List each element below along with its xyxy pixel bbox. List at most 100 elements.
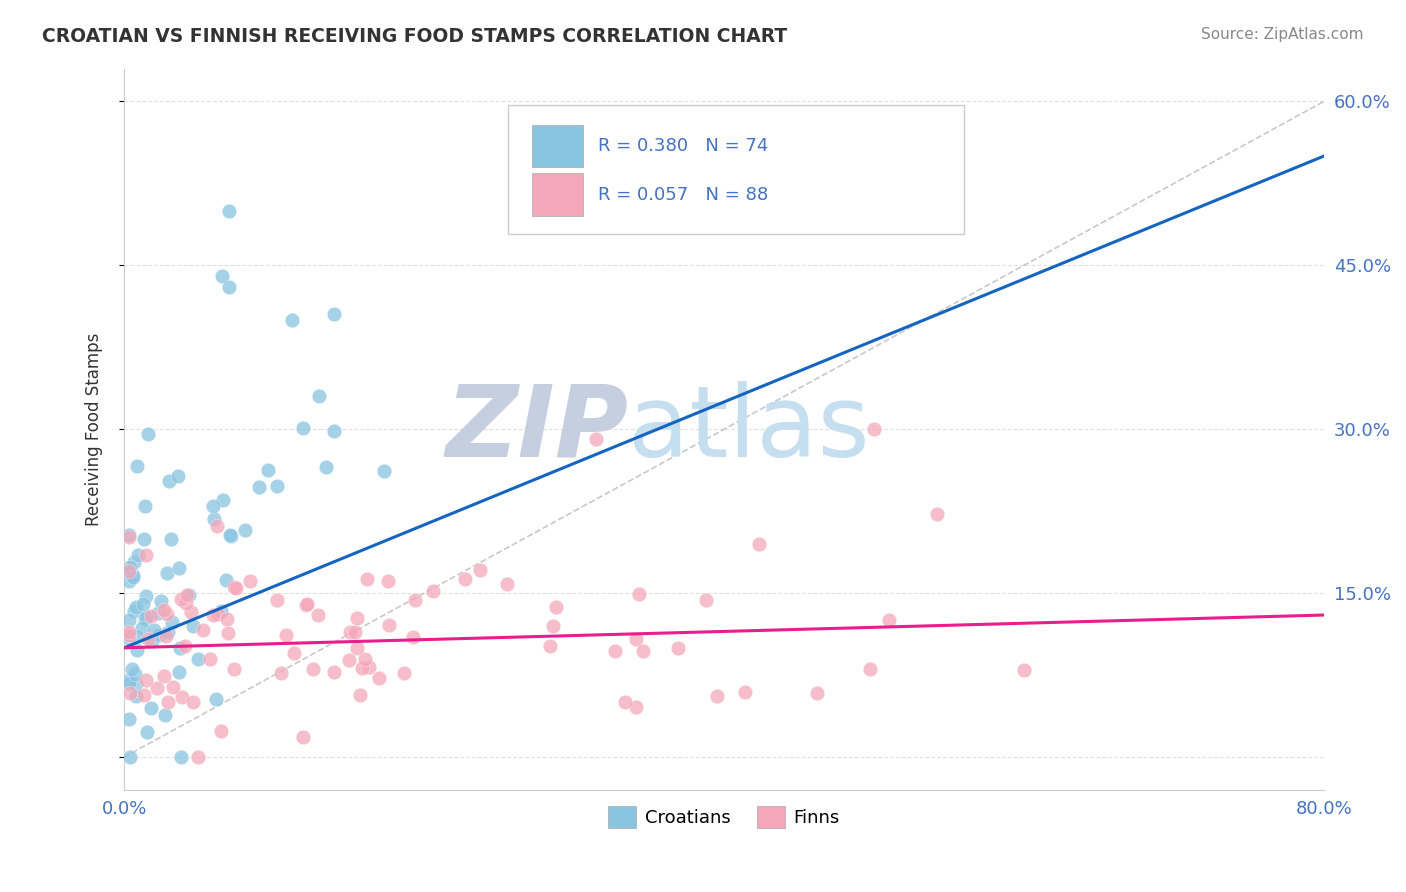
Point <box>349 688 371 702</box>
Point <box>247 480 270 494</box>
Point <box>167 469 190 483</box>
Point <box>134 611 156 625</box>
Point <box>224 580 246 594</box>
Point <box>132 688 155 702</box>
Point <box>136 632 159 647</box>
Point <box>585 432 607 446</box>
Point <box>201 499 224 513</box>
Point <box>157 624 180 639</box>
Point <box>291 420 314 434</box>
Point <box>162 680 184 694</box>
Text: CROATIAN VS FINNISH RECEIVING FOOD STAMPS CORRELATION CHART: CROATIAN VS FINNISH RECEIVING FOOD STAMP… <box>42 27 787 45</box>
Point <box>211 269 233 284</box>
Point <box>149 594 172 608</box>
Point <box>207 607 229 622</box>
Point <box>120 560 142 574</box>
Point <box>160 532 183 546</box>
Point <box>127 643 149 657</box>
Point <box>187 750 209 764</box>
Point <box>221 529 243 543</box>
Point <box>806 685 828 699</box>
Point <box>160 615 183 629</box>
Point <box>174 639 197 653</box>
Point <box>377 574 399 589</box>
Point <box>117 673 139 687</box>
Point <box>201 607 224 622</box>
Point <box>346 640 368 655</box>
Point <box>122 568 145 582</box>
Point <box>124 667 146 681</box>
FancyBboxPatch shape <box>508 104 965 235</box>
Point <box>339 624 361 639</box>
Point <box>181 619 204 633</box>
Point <box>394 666 416 681</box>
Point <box>212 493 235 508</box>
Point <box>631 644 654 658</box>
Point <box>124 604 146 618</box>
Point <box>283 646 305 660</box>
Point <box>233 523 256 537</box>
Point <box>146 607 169 621</box>
Point <box>292 730 315 744</box>
Text: Source: ZipAtlas.com: Source: ZipAtlas.com <box>1201 27 1364 42</box>
Point <box>378 618 401 632</box>
Point <box>323 665 346 680</box>
Point <box>454 572 477 586</box>
Point <box>117 574 139 588</box>
Point <box>117 632 139 646</box>
Point <box>257 463 280 477</box>
Point <box>217 626 239 640</box>
Point <box>624 699 647 714</box>
Point <box>270 665 292 680</box>
Point <box>422 583 444 598</box>
Point <box>136 426 159 441</box>
Point <box>131 621 153 635</box>
FancyBboxPatch shape <box>531 173 582 216</box>
Point <box>153 669 176 683</box>
Point <box>219 528 242 542</box>
Point <box>207 518 229 533</box>
Point <box>117 565 139 579</box>
Point <box>624 632 647 646</box>
Point <box>198 652 221 666</box>
Point <box>135 548 157 562</box>
Point <box>627 587 650 601</box>
FancyBboxPatch shape <box>531 125 582 168</box>
Point <box>118 685 141 699</box>
Point <box>127 458 149 473</box>
Point <box>925 508 948 522</box>
Text: atlas: atlas <box>628 381 870 478</box>
Point <box>209 724 232 739</box>
Point <box>281 312 304 326</box>
Point <box>125 689 148 703</box>
Point <box>668 640 690 655</box>
Point <box>218 280 240 294</box>
Point <box>156 607 179 621</box>
Point <box>323 307 346 321</box>
Point <box>295 598 318 612</box>
Point <box>121 662 143 676</box>
Point <box>350 661 373 675</box>
Point <box>132 597 155 611</box>
Point <box>863 422 886 436</box>
Point <box>748 536 770 550</box>
Text: R = 0.057   N = 88: R = 0.057 N = 88 <box>598 186 769 203</box>
Point <box>127 549 149 563</box>
Point <box>169 641 191 656</box>
Point <box>322 424 344 438</box>
Point <box>274 628 297 642</box>
Point <box>170 750 193 764</box>
Point <box>156 696 179 710</box>
Point <box>214 574 236 588</box>
Point <box>218 203 240 218</box>
Text: R = 0.380   N = 74: R = 0.380 N = 74 <box>598 136 769 154</box>
Point <box>169 665 191 680</box>
Point <box>170 591 193 606</box>
Y-axis label: Receiving Food Stamps: Receiving Food Stamps <box>86 333 103 526</box>
Point <box>117 712 139 726</box>
Point <box>125 677 148 691</box>
Point <box>187 651 209 665</box>
Point <box>122 570 145 584</box>
Point <box>373 464 395 478</box>
Point <box>141 633 163 648</box>
